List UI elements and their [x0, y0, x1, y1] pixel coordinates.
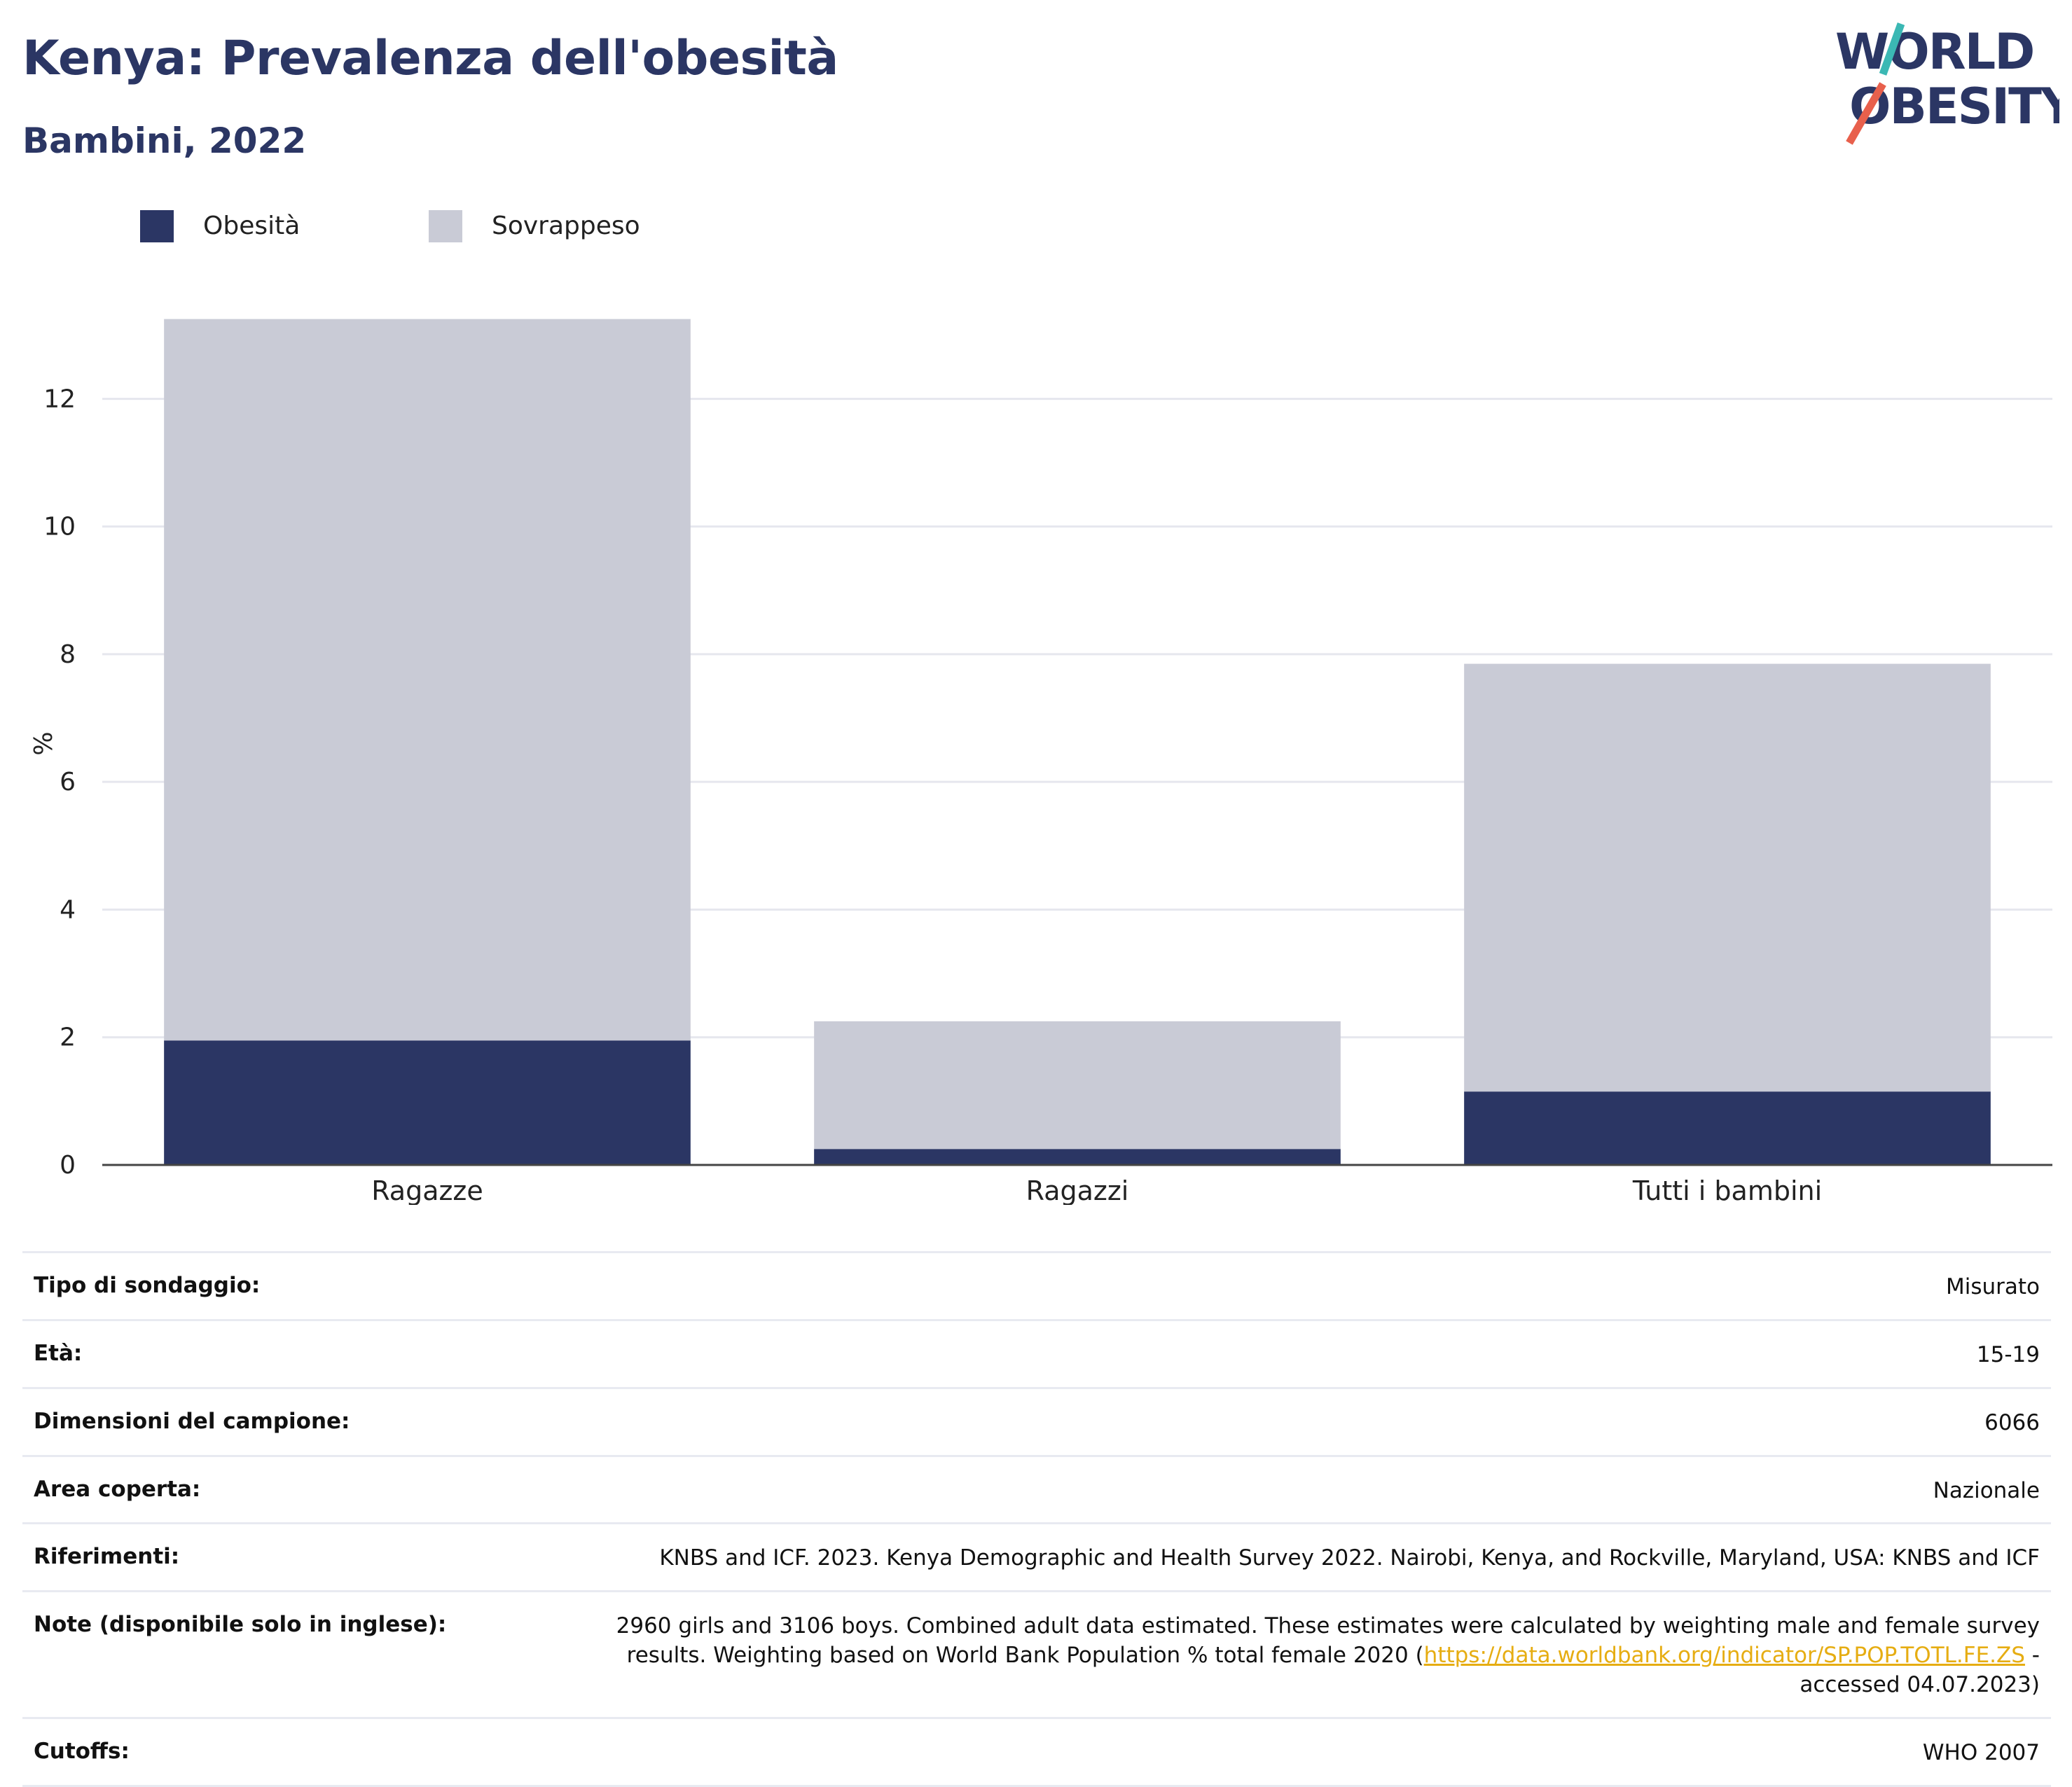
legend-label-obesita: Obesità: [203, 212, 301, 240]
info-value: Misurato: [1945, 1274, 2040, 1299]
info-key: Età:: [34, 1340, 83, 1366]
page-title: Kenya: Prevalenza dell'obesità: [22, 31, 838, 86]
bar-obesita-2[interactable]: [814, 1149, 1341, 1165]
info-value: KNBS and ICF. 2023. Kenya Demographic an…: [659, 1545, 2040, 1571]
info-key: Cutoffs:: [34, 1738, 130, 1764]
info-value: 6066: [1984, 1409, 2040, 1435]
note-text-after: - accessed 04.07.2023): [1800, 1643, 2040, 1697]
legend-swatch-sovrappeso: [429, 210, 462, 242]
info-row-references: Riferimenti: KNBS and ICF. 2023. Kenya D…: [22, 1523, 2051, 1592]
y-tick-label: 6: [60, 768, 76, 796]
y-axis-label: %: [29, 731, 58, 755]
logo-slash-teal: [1879, 22, 1905, 76]
info-key: Area coperta:: [34, 1476, 201, 1502]
bar-obesita-1[interactable]: [164, 1040, 691, 1165]
y-tick-label: 8: [60, 640, 76, 669]
y-tick-label: 2: [60, 1023, 76, 1052]
info-key: Note (disponibile solo in inglese):: [34, 1612, 447, 1638]
page-subtitle: Bambini, 2022: [22, 120, 307, 161]
bar-sovrappeso-3[interactable]: [1464, 663, 1991, 1092]
info-row-cutoffs: Cutoffs: WHO 2007: [22, 1718, 2051, 1786]
bar-sovrappeso-2[interactable]: [814, 1021, 1341, 1150]
legend-swatch-obesita: [140, 210, 174, 242]
worldbank-link[interactable]: https://data.worldbank.org/indicator/SP.…: [1423, 1643, 2025, 1669]
info-key: Dimensioni del campione:: [34, 1408, 350, 1434]
y-tick-label: 0: [60, 1151, 76, 1180]
info-row-survey-type: Tipo di sondaggio: Misurato: [22, 1252, 2051, 1320]
world-obesity-logo: WORLD OBESITY: [1835, 22, 2059, 145]
x-category-label: Tutti i bambini: [1632, 1175, 1822, 1205]
info-row-age: Età: 15-19: [22, 1320, 2051, 1388]
x-category-label: Ragazzi: [1026, 1175, 1129, 1205]
info-key: Tipo di sondaggio:: [34, 1273, 261, 1298]
info-key: Riferimenti:: [34, 1544, 180, 1570]
note-text-before: 2960 girls and 3106 boys. Combined adult…: [616, 1613, 2040, 1669]
stacked-bar-chart: 0 2 4 6 8 10 12% Ragazze Ragazzi Tutti i bambini: [29, 319, 2052, 1205]
info-row-sample-size: Dimensioni del campione: 6066: [22, 1388, 2051, 1456]
y-tick-label: 12: [43, 385, 76, 413]
logo-line1: WORLD: [1835, 23, 2033, 81]
y-tick-label: 10: [43, 513, 76, 541]
x-category-label: Ragazze: [371, 1175, 483, 1205]
bar-obesita-3[interactable]: [1464, 1091, 1991, 1165]
logo-slash-coral: [1846, 82, 1886, 145]
info-value: WHO 2007: [1922, 1739, 2040, 1765]
info-value: Nazionale: [1933, 1477, 2040, 1503]
legend-label-sovrappeso: Sovrappeso: [492, 212, 640, 240]
info-value: 15-19: [1976, 1341, 2040, 1367]
bar-sovrappeso-1[interactable]: [164, 319, 691, 1041]
survey-info-table: Tipo di sondaggio: Misurato Età: 15-19 D…: [22, 1251, 2051, 1787]
info-row-notes: Note (disponibile solo in inglese): 2960…: [22, 1591, 2051, 1718]
info-row-area: Area coperta: Nazionale: [22, 1456, 2051, 1524]
info-value: 2960 girls and 3106 boys. Combined adult…: [535, 1592, 2051, 1718]
y-tick-label: 4: [60, 895, 76, 924]
